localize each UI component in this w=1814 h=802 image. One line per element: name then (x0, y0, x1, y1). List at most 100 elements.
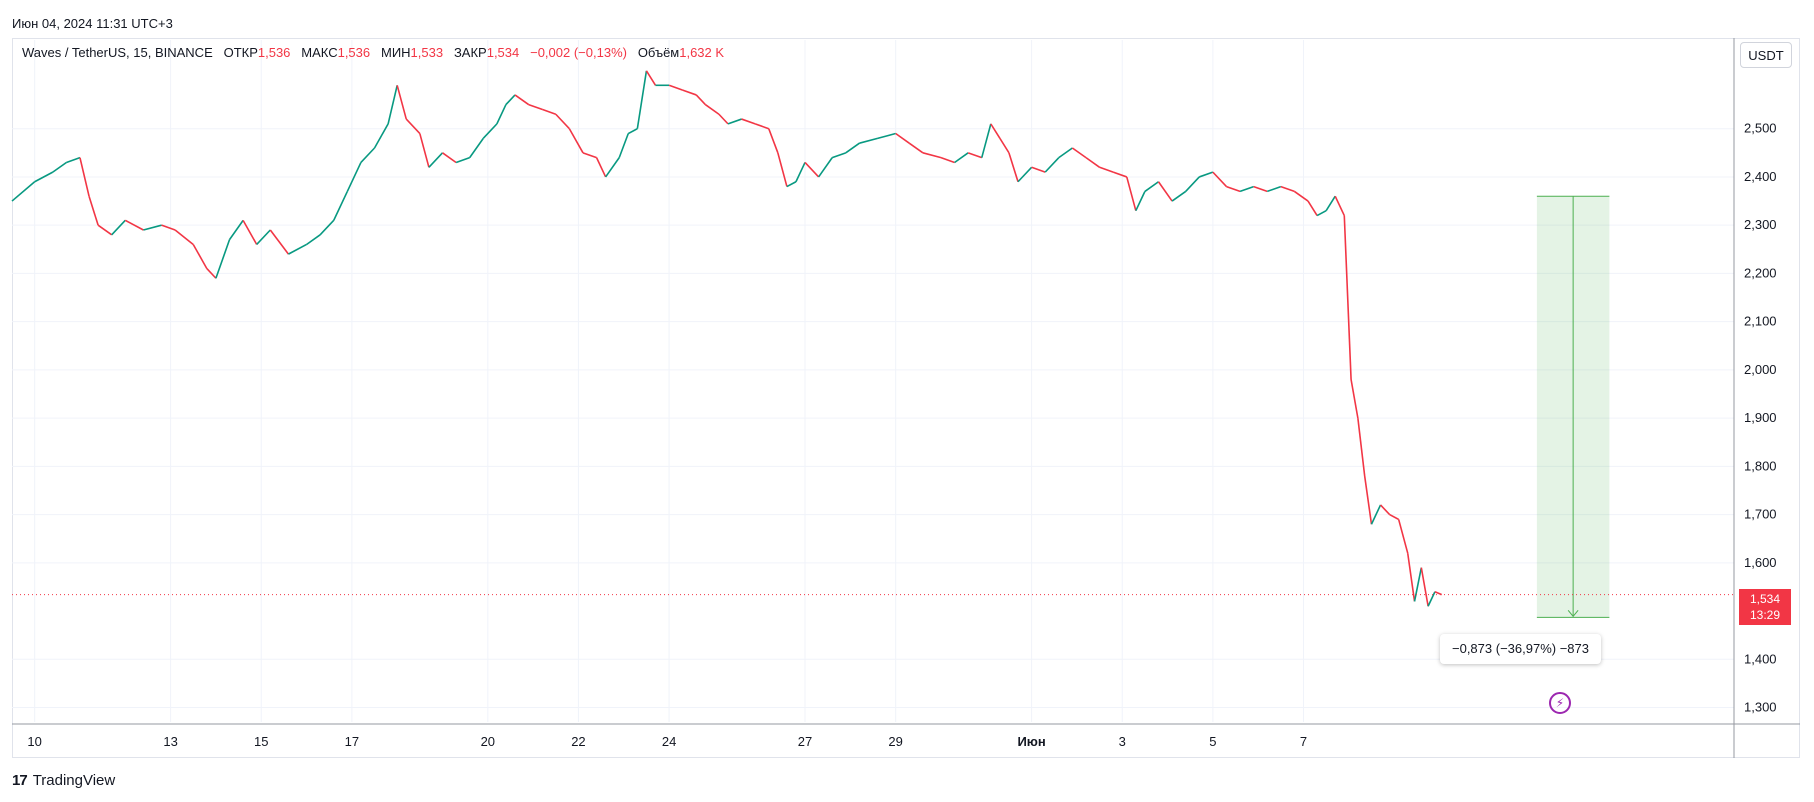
y-tick-label: 2,200 (1744, 265, 1777, 280)
legend-close-value: 1,534 (486, 45, 520, 60)
x-tick-label: 27 (798, 734, 812, 749)
price-segment (1239, 185, 1254, 193)
price-segment (940, 156, 955, 164)
legend-low-value: 1,533 (410, 45, 444, 60)
price-segment (999, 137, 1010, 154)
y-tick-label: 1,800 (1744, 458, 1777, 473)
price-segment (568, 128, 584, 154)
price-segment (387, 85, 398, 125)
legend-open-label: ОТКР (223, 45, 258, 60)
price-segment (845, 142, 860, 154)
y-tick-label: 1,400 (1744, 651, 1777, 666)
price-segment (1253, 185, 1268, 193)
price-segment (269, 229, 290, 255)
price-segment (124, 219, 144, 231)
price-segment (52, 161, 67, 173)
price-segment (695, 94, 706, 106)
price-segment (859, 137, 878, 144)
x-tick-label: 29 (888, 734, 902, 749)
price-segment (1379, 504, 1391, 516)
price-segment (877, 132, 896, 140)
price-segment (34, 171, 54, 183)
price-segment (682, 89, 697, 96)
x-tick-label: 10 (27, 734, 41, 749)
x-tick-label: 24 (662, 734, 676, 749)
bar-countdown: 13:29 (1749, 608, 1781, 622)
price-segment (228, 219, 244, 241)
currency-button[interactable]: USDT (1740, 42, 1792, 68)
price-segment (627, 127, 638, 135)
price-segment (306, 234, 321, 246)
price-segment (482, 123, 498, 139)
price-segment (1044, 157, 1060, 173)
price-segment (704, 103, 720, 115)
price-segment (1316, 209, 1327, 217)
price-segment (1413, 567, 1423, 602)
price-segment (1157, 181, 1173, 202)
price-segment (618, 133, 630, 158)
price-segment (1017, 166, 1033, 183)
price-segment (1280, 185, 1295, 193)
price-segment (604, 157, 620, 178)
price-segment (288, 243, 307, 255)
x-tick-label: 17 (345, 734, 359, 749)
price-segment (514, 94, 530, 106)
price-segment (88, 195, 99, 226)
price-segment (1144, 181, 1159, 193)
y-tick-label: 2,300 (1744, 217, 1777, 232)
y-tick-label: 2,500 (1744, 121, 1777, 136)
tradingview-logo[interactable]: 17 TradingView (12, 772, 115, 789)
y-tick-label: 1,600 (1744, 555, 1777, 570)
price-segment (777, 152, 788, 187)
price-segment (541, 108, 557, 115)
chart-timestamp: Июн 04, 2024 11:31 UTC+3 (12, 16, 173, 31)
x-tick-label: 7 (1300, 734, 1307, 749)
legend-volume-value: 1,632 K (679, 45, 725, 60)
price-segment (895, 132, 910, 144)
price-segment (1266, 185, 1282, 193)
price-segment (192, 244, 208, 269)
legend-low-label: МИН (380, 45, 411, 60)
legend-open-value: 1,536 (257, 45, 291, 60)
price-segment (1350, 379, 1359, 419)
legend-symbol[interactable]: Waves / TetherUS, 15, BINANCE (22, 45, 213, 60)
price-segment (206, 268, 217, 279)
price-segment (256, 229, 271, 246)
price-segment (582, 152, 597, 159)
price-segment (595, 157, 607, 178)
price-segment (1226, 185, 1241, 193)
price-segment (954, 152, 969, 164)
price-segment (645, 70, 657, 86)
price-segment (1420, 567, 1429, 607)
price-segment (1406, 553, 1416, 602)
price-segment (346, 162, 362, 192)
price-segment (66, 156, 81, 164)
price-segment (1363, 475, 1373, 525)
price-segment (754, 123, 770, 130)
price-segment (396, 85, 408, 120)
price-segment (428, 152, 444, 168)
price-segment (143, 224, 162, 231)
price-segment (505, 94, 516, 106)
lightning-icon[interactable]: ⚡ (1549, 692, 1571, 714)
legend-volume-label: Объём (637, 45, 680, 60)
price-segment (668, 84, 683, 91)
price-segment (967, 152, 983, 159)
y-tick-label: 1,300 (1744, 700, 1777, 715)
price-segment (1058, 147, 1073, 159)
price-segment (496, 104, 507, 125)
price-segment (817, 157, 833, 178)
tradingview-mark-icon: 17 (12, 772, 28, 789)
price-segment (11, 181, 36, 202)
x-tick-label: 15 (254, 734, 268, 749)
measure-result-label: −0,873 (−36,97%) −873 (1440, 634, 1601, 664)
ohlc-legend: Waves / TetherUS, 15, BINANCE ОТКР1,536 … (22, 45, 724, 60)
price-segment (1389, 513, 1400, 521)
price-segment (741, 118, 756, 125)
price-segment (1427, 591, 1436, 607)
price-segment (804, 161, 820, 178)
price-segment (1135, 191, 1146, 212)
price-segment (333, 191, 349, 221)
price-segment (97, 224, 113, 236)
